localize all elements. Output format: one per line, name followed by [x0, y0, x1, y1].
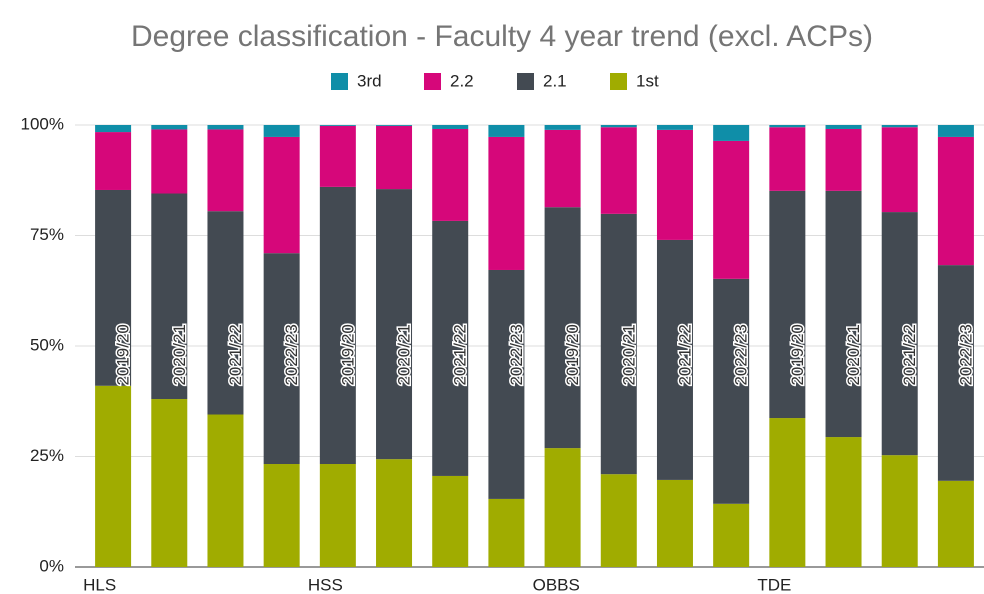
x-category-label: 2022/23 [507, 324, 526, 385]
x-category-label: 2020/21 [619, 324, 638, 385]
bar-segment [656, 129, 693, 240]
bar-segment [881, 127, 918, 213]
x-category-label: 2020/21 [395, 324, 414, 385]
bar-segment [544, 129, 581, 208]
bar-segment [207, 129, 244, 212]
y-tick-label: 25% [30, 446, 64, 465]
bar-segment [937, 265, 974, 481]
bar-segment [937, 125, 974, 137]
legend-label: 1st [636, 71, 659, 90]
legend-swatch [610, 73, 627, 90]
y-tick-label: 50% [30, 335, 64, 354]
x-category-label: 2022/23 [282, 324, 301, 385]
x-category-label: 2019/20 [788, 324, 807, 385]
bar-segment [488, 269, 525, 499]
bar-segment [769, 190, 806, 419]
bar-segment [376, 459, 413, 567]
legend-label: 2.2 [450, 71, 474, 90]
x-category-label: 2021/22 [226, 324, 245, 385]
bar-segment [151, 125, 188, 130]
bar-segment [376, 125, 413, 190]
bar-segment [937, 480, 974, 567]
bar-segment [544, 125, 581, 130]
x-category-label: 2020/21 [844, 324, 863, 385]
chart-title: Degree classification - Faculty 4 year t… [131, 20, 873, 53]
bar-segment [937, 136, 974, 266]
bar-segment [263, 253, 300, 465]
bar-segment [825, 190, 862, 438]
bar-segment [207, 211, 244, 415]
legend-swatch [331, 73, 348, 90]
bar-segment [769, 127, 806, 191]
x-category-label: 2020/21 [170, 324, 189, 385]
bar-segment [151, 193, 188, 400]
bar-segment [95, 385, 132, 567]
x-category-label: 2021/22 [675, 324, 694, 385]
bar-segment [488, 125, 525, 137]
bar-segment [656, 239, 693, 480]
bar-segment [769, 418, 806, 567]
bar-segment [319, 464, 356, 567]
bar-segment [319, 125, 356, 187]
bar-segment [319, 125, 356, 126]
bar-segment [713, 125, 750, 141]
x-group-label: HLS [83, 575, 116, 594]
bar-segment [825, 437, 862, 567]
bar-segment [432, 125, 469, 129]
bar-segment [544, 448, 581, 567]
legend-label: 3rd [357, 71, 382, 90]
bar-segment [263, 125, 300, 137]
bar-segment [600, 125, 637, 128]
x-category-label: 2021/22 [451, 324, 470, 385]
bar-segment [376, 125, 413, 126]
bar-segment [600, 474, 637, 567]
x-group-label: HSS [308, 575, 343, 594]
bar-segment [656, 479, 693, 567]
bar-segment [95, 125, 132, 133]
x-category-label: 2019/20 [563, 324, 582, 385]
y-tick-label: 100% [21, 114, 64, 133]
x-category-label: 2022/23 [732, 324, 751, 385]
y-tick-label: 75% [30, 225, 64, 244]
bar-segment [376, 189, 413, 460]
bar-segment [207, 414, 244, 567]
bar-segment [207, 125, 244, 130]
bar-segment [488, 136, 525, 270]
legend-swatch [424, 73, 441, 90]
bar-segment [656, 125, 693, 130]
bar-segment [151, 129, 188, 194]
bar-segment [544, 207, 581, 449]
bar-segment [881, 455, 918, 567]
bar-segment [713, 140, 750, 279]
bar-segment [600, 127, 637, 214]
x-group-label: OBBS [533, 575, 580, 594]
x-category-label: 2019/20 [114, 324, 133, 385]
bar-segment [263, 136, 300, 254]
bar-segment [769, 125, 806, 128]
bar-segment [95, 189, 132, 386]
x-category-label: 2019/20 [338, 324, 357, 385]
bar-segment [151, 399, 188, 567]
bar-segment [825, 128, 862, 191]
bar-segment [95, 132, 132, 190]
bar-segment [713, 503, 750, 567]
legend-label: 2.1 [543, 71, 567, 90]
bar-segment [881, 212, 918, 456]
bar-segment [600, 213, 637, 475]
x-category-label: 2022/23 [956, 324, 975, 385]
bar-segment [432, 220, 469, 476]
legend-swatch [517, 73, 534, 90]
x-category-label: 2021/22 [900, 324, 919, 385]
bar-segment [488, 498, 525, 567]
bar-segment [713, 278, 750, 504]
bar-segment [263, 464, 300, 567]
bar-segment [881, 125, 918, 128]
bar-segment [319, 186, 356, 465]
bar-segment [825, 125, 862, 129]
bar-segment [432, 475, 469, 567]
y-tick-label: 0% [39, 556, 64, 575]
bar-segment [432, 128, 469, 221]
x-group-label: TDE [757, 575, 791, 594]
